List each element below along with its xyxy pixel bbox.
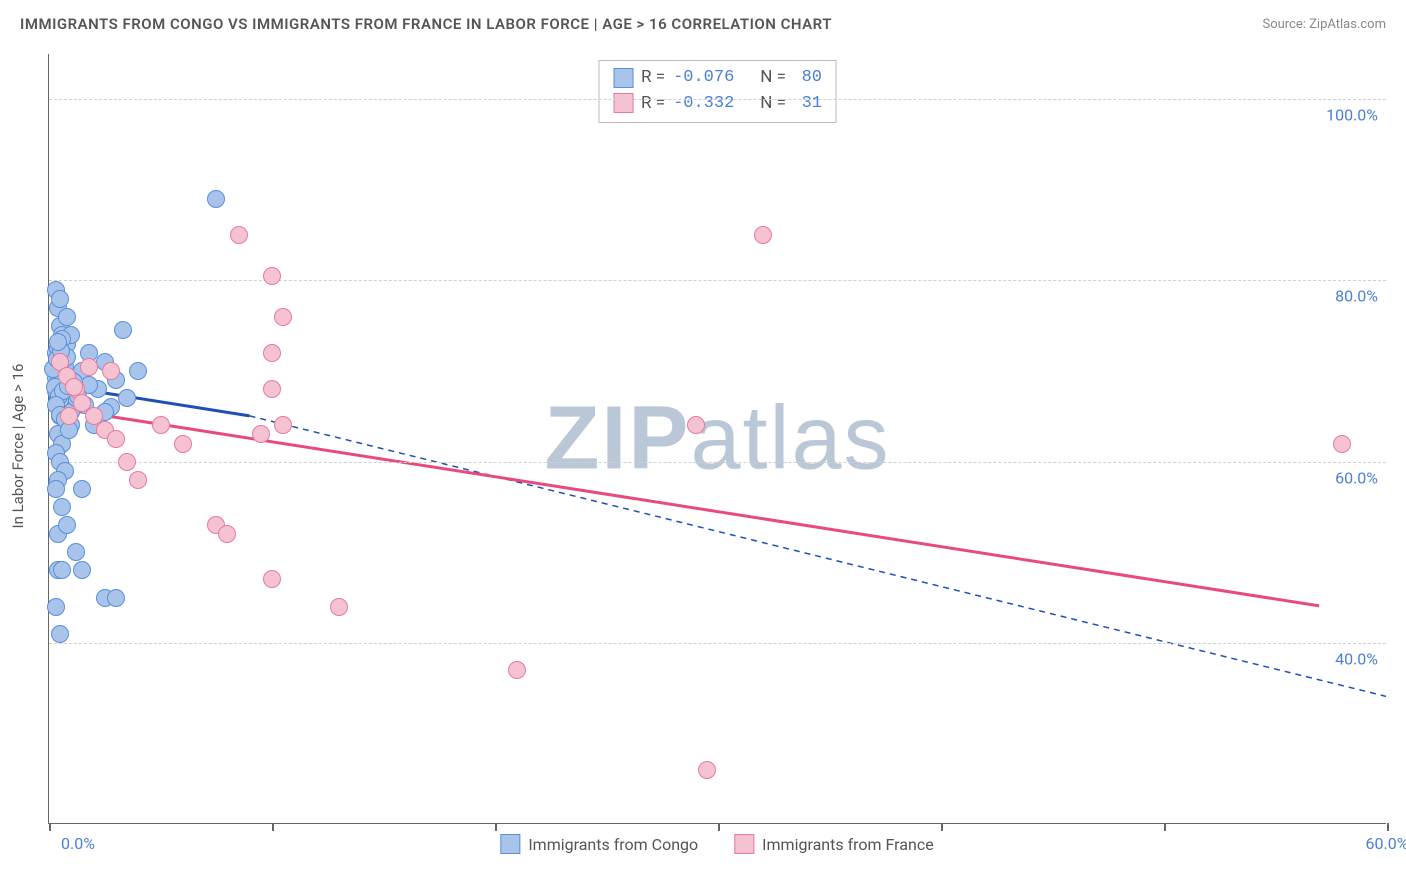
scatter-point (65, 378, 83, 396)
y-tick-label: 100.0% (1326, 106, 1378, 125)
scatter-point (118, 389, 136, 407)
x-tick (272, 823, 274, 831)
y-tick-label: 60.0% (1335, 468, 1378, 487)
stat-n-label: N = (760, 91, 786, 117)
scatter-point (252, 425, 270, 443)
stat-r-label: R = (641, 65, 665, 91)
legend-item: Immigrants from France (734, 834, 934, 854)
scatter-point (47, 598, 65, 616)
scatter-point (230, 226, 248, 244)
legend-label: Immigrants from Congo (528, 835, 698, 854)
scatter-point (107, 430, 125, 448)
scatter-point (129, 471, 147, 489)
y-tick-label: 40.0% (1335, 649, 1378, 668)
scatter-point (53, 561, 71, 579)
gridline-h (49, 462, 1386, 463)
stat-n-label: N = (760, 65, 786, 91)
x-tick (1164, 823, 1166, 831)
scatter-point (207, 190, 225, 208)
stat-r-value: -0.332 (673, 91, 734, 117)
scatter-point (152, 416, 170, 434)
gridline-h (49, 643, 1386, 644)
scatter-point (51, 625, 69, 643)
scatter-point (47, 480, 65, 498)
scatter-point (263, 380, 281, 398)
scatter-point (49, 333, 67, 351)
scatter-point (330, 598, 348, 616)
watermark: ZIPatlas (544, 387, 890, 490)
gridline-h (49, 280, 1386, 281)
scatter-point (80, 358, 98, 376)
scatter-point (73, 480, 91, 498)
scatter-point (58, 516, 76, 534)
scatter-point (698, 761, 716, 779)
correlation-stats-box: R = -0.076 N = 80 R = -0.332 N = 31 (598, 60, 837, 123)
stat-n-value: 80 (794, 65, 822, 91)
scatter-point (107, 589, 125, 607)
scatter-point (263, 344, 281, 362)
legend-swatch (734, 834, 754, 854)
stat-r-label: R = (641, 91, 665, 117)
chart-plot-area: ZIPatlas R = -0.076 N = 80 R = -0.332 N = 31 40… (48, 54, 1386, 824)
scatter-point (60, 407, 78, 425)
scatter-point (218, 525, 236, 543)
chart-title: IMMIGRANTS FROM CONGO VS IMMIGRANTS FROM… (20, 15, 832, 33)
legend-swatch (613, 93, 633, 113)
x-tick-label: 0.0% (61, 834, 95, 853)
scatter-point (508, 661, 526, 679)
legend-swatch (613, 68, 633, 88)
x-tick-label: 60.0% (1366, 834, 1406, 853)
scatter-point (102, 362, 120, 380)
scatter-point (73, 561, 91, 579)
x-tick (941, 823, 943, 831)
stat-n-value: 31 (794, 91, 822, 117)
bottom-legend: Immigrants from Congo Immigrants from Fra… (500, 834, 933, 854)
scatter-point (114, 321, 132, 339)
scatter-point (263, 570, 281, 588)
scatter-point (51, 290, 69, 308)
x-tick (718, 823, 720, 831)
scatter-point (274, 416, 292, 434)
scatter-point (67, 543, 85, 561)
legend-swatch (500, 834, 520, 854)
scatter-point (174, 435, 192, 453)
scatter-point (118, 453, 136, 471)
stats-row: R = -0.332 N = 31 (613, 91, 822, 117)
scatter-point (263, 267, 281, 285)
stat-r-value: -0.076 (673, 65, 734, 91)
gridline-h (49, 99, 1386, 100)
legend-label: Immigrants from France (762, 835, 934, 854)
scatter-point (53, 498, 71, 516)
scatter-point (687, 416, 705, 434)
scatter-point (58, 308, 76, 326)
y-tick-label: 80.0% (1335, 287, 1378, 306)
source-label: Source: ZipAtlas.com (1262, 17, 1386, 32)
scatter-point (274, 308, 292, 326)
scatter-point (754, 226, 772, 244)
legend-item: Immigrants from Congo (500, 834, 698, 854)
x-tick (495, 823, 497, 831)
x-tick (1387, 823, 1389, 831)
scatter-point (1333, 435, 1351, 453)
scatter-point (129, 362, 147, 380)
y-axis-label: In Labor Force | Age > 16 (9, 364, 27, 529)
stats-row: R = -0.076 N = 80 (613, 65, 822, 91)
x-tick (49, 823, 51, 831)
